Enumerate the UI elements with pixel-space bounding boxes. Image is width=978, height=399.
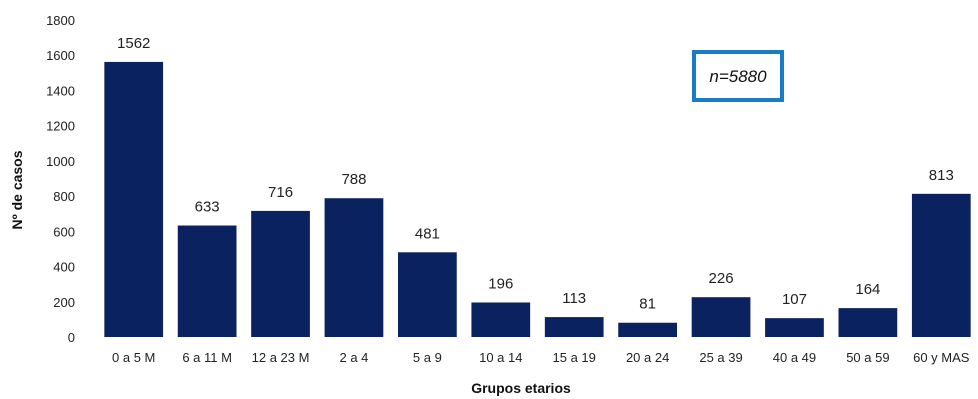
x-tick-label: 0 a 5 M	[112, 350, 155, 365]
y-tick-label: 0	[68, 330, 75, 345]
x-tick-label: 2 a 4	[339, 350, 368, 365]
bar-value-label: 81	[639, 296, 656, 313]
bar-value-label: 788	[341, 171, 366, 188]
bar-value-label: 226	[709, 270, 734, 287]
y-tick-label: 1200	[46, 119, 75, 134]
y-tick-label: 800	[53, 189, 75, 204]
y-tick-label: 200	[53, 295, 75, 310]
x-tick-label: 60 y MAS	[913, 350, 970, 365]
sample-size-label: n=5880	[709, 67, 767, 86]
bar	[177, 225, 237, 337]
bar	[838, 308, 898, 337]
bars	[104, 61, 971, 338]
x-tick-label: 12 a 23 M	[252, 350, 310, 365]
x-tick-label: 25 a 39	[699, 350, 742, 365]
bar-value-label: 113	[562, 290, 586, 307]
bar-value-label: 481	[415, 225, 440, 242]
bar	[544, 317, 604, 337]
sample-size-box: n=5880	[692, 50, 784, 102]
bar	[324, 198, 384, 337]
sample-size-border	[692, 50, 784, 102]
x-axis: 0 a 5 M 6 a 11 M 12 a 23 M 2 a 4 5 a 9 10 a 1…	[112, 350, 970, 365]
bar-value-label: 716	[268, 184, 293, 201]
bar	[104, 61, 164, 338]
bar-value-label: 633	[195, 199, 220, 216]
y-tick-label: 1400	[46, 83, 75, 98]
value-labels: 1562 633 716 788 481 196 113 81 226 107 164 813	[117, 35, 954, 313]
bar-value-label: 164	[855, 281, 880, 298]
y-tick-label: 1600	[46, 48, 75, 63]
y-axis-title: Nº de casos	[9, 150, 25, 229]
bar-value-label: 107	[782, 291, 807, 308]
bar	[398, 252, 457, 337]
x-tick-label: 6 a 11 M	[182, 350, 232, 365]
y-tick-label: 400	[53, 260, 75, 275]
bar	[618, 322, 677, 337]
bar	[911, 193, 971, 337]
bar	[691, 297, 751, 337]
x-tick-label: 40 a 49	[773, 350, 816, 365]
x-tick-label: 50 a 59	[846, 350, 889, 365]
x-tick-label: 10 a 14	[479, 350, 522, 365]
bar	[471, 302, 531, 337]
y-tick-label: 1000	[46, 154, 75, 169]
x-axis-title: Grupos etarios	[471, 380, 571, 396]
y-tick-label: 1800	[46, 13, 75, 28]
x-tick-label: 20 a 24	[626, 350, 669, 365]
bar-value-label: 1562	[117, 35, 150, 52]
y-axis: 0 200 400 600 800 1000 1200 1400 1600 1800	[46, 13, 75, 345]
x-tick-label: 5 a 9	[413, 350, 442, 365]
bar-value-label: 813	[929, 167, 954, 184]
y-tick-label: 600	[53, 224, 75, 239]
bar	[251, 210, 310, 337]
bar	[765, 318, 824, 337]
bar-value-label: 196	[488, 275, 513, 292]
x-tick-label: 15 a 19	[553, 350, 596, 365]
